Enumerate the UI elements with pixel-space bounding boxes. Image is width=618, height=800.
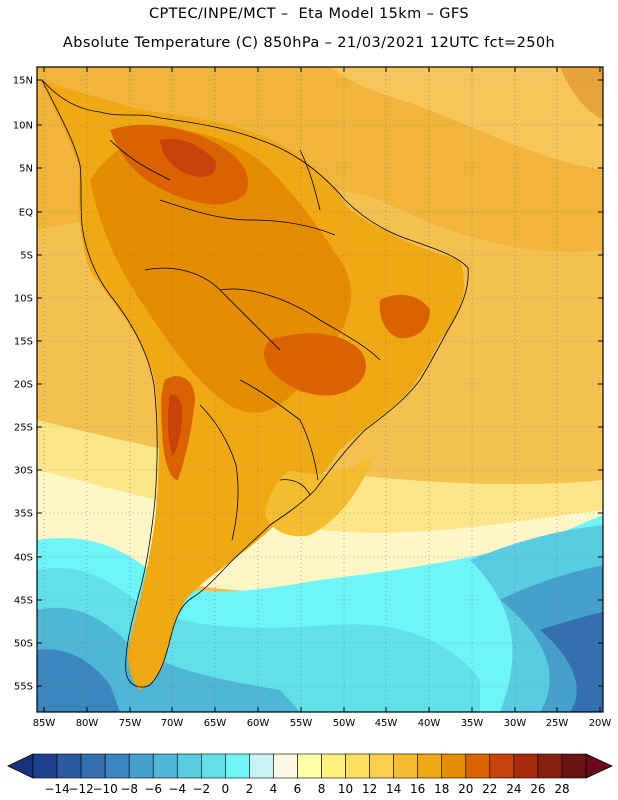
colorbar-label: −10 bbox=[92, 782, 117, 796]
lon-label: 40W bbox=[418, 718, 441, 729]
colorbar-label: 16 bbox=[410, 782, 425, 796]
colorbar-cell bbox=[537, 753, 563, 779]
colorbar-label: 28 bbox=[554, 782, 569, 796]
colorbar-cell bbox=[489, 753, 515, 779]
colorbar-label: 10 bbox=[338, 782, 353, 796]
colorbar-label: −4 bbox=[168, 782, 186, 796]
country-borders bbox=[41, 79, 469, 688]
map-title-line1: CPTEC/INPE/MCT – Eta Model 15km – GFS bbox=[148, 6, 470, 22]
lat-label: 15N bbox=[13, 76, 33, 87]
lon-label: 80W bbox=[76, 718, 99, 729]
colorbar-label: 26 bbox=[530, 782, 545, 796]
lat-label: 35S bbox=[14, 509, 33, 520]
colorbar-cell bbox=[465, 753, 491, 779]
lat-label: 50S bbox=[14, 639, 33, 650]
lon-label: 35W bbox=[461, 718, 484, 729]
lon-label: 55W bbox=[290, 718, 313, 729]
colorbar-cell bbox=[56, 753, 82, 779]
longitude-labels: 85W 80W 75W 70W 65W 60W 55W 50W 45W 40W 35W 30W 25W 2… bbox=[33, 718, 612, 729]
colorbar-cell bbox=[80, 753, 106, 779]
lat-label: 10N bbox=[13, 121, 33, 132]
map-title-line2: Absolute Temperature (C) 850hPa – 21/03/… bbox=[62, 35, 556, 51]
lat-label: 20S bbox=[14, 380, 33, 391]
colorbar-label: 6 bbox=[294, 782, 302, 796]
colorbar-label: 24 bbox=[506, 782, 521, 796]
colorbar-label: −14 bbox=[44, 782, 69, 796]
lon-label: 45W bbox=[375, 718, 398, 729]
latitude-labels: 15N 10N 5N EQ 5S 10S 15S 20S 25S 30S 35S 40S 45S 50S 5… bbox=[13, 76, 33, 693]
lat-label: EQ bbox=[19, 208, 33, 219]
colorbar-label: −6 bbox=[144, 782, 162, 796]
colorbar-cell bbox=[297, 753, 322, 779]
colorbar-label: 20 bbox=[458, 782, 473, 796]
colorbar-cell bbox=[393, 753, 418, 779]
temperature-field bbox=[37, 67, 603, 712]
lat-label: 5S bbox=[20, 251, 33, 262]
lon-label: 50W bbox=[333, 718, 356, 729]
lat-label: 25S bbox=[14, 423, 33, 434]
lat-label: 15S bbox=[14, 337, 33, 348]
colorbar-label: 8 bbox=[318, 782, 326, 796]
lon-label: 65W bbox=[204, 718, 227, 729]
lat-label: 5N bbox=[19, 164, 33, 175]
colorbar-cell bbox=[417, 753, 443, 779]
colorbar-cell bbox=[561, 753, 587, 779]
lat-label: 30S bbox=[14, 466, 33, 477]
colorbar-label: 22 bbox=[482, 782, 497, 796]
lat-label: 40S bbox=[14, 553, 33, 564]
colorbar-cells bbox=[7, 753, 613, 779]
lat-label: 45S bbox=[14, 596, 33, 607]
colorbar-cell bbox=[249, 753, 274, 779]
colorbar-cell bbox=[152, 753, 178, 779]
colorbar-cell bbox=[104, 753, 130, 779]
colorbar-cell bbox=[225, 753, 250, 779]
colorbar-cell bbox=[32, 753, 58, 779]
colorbar-cell bbox=[345, 753, 370, 779]
lat-label: 55S bbox=[14, 682, 33, 693]
colorbar-label: 14 bbox=[386, 782, 401, 796]
lon-label: 20W bbox=[589, 718, 612, 729]
lon-label: 75W bbox=[119, 718, 142, 729]
colorbar-cell bbox=[201, 753, 226, 779]
colorbar-cell bbox=[369, 753, 394, 779]
map-frame bbox=[36, 66, 604, 713]
colorbar-cell bbox=[176, 753, 202, 779]
colorbar-cell bbox=[513, 753, 539, 779]
colorbar-cell bbox=[128, 753, 154, 779]
lat-label: 10S bbox=[14, 294, 33, 305]
colorbar-label: 12 bbox=[362, 782, 377, 796]
lon-label: 60W bbox=[247, 718, 270, 729]
colorbar-cell bbox=[321, 753, 346, 779]
lon-label: 25W bbox=[546, 718, 569, 729]
colorbar-label: 2 bbox=[246, 782, 254, 796]
colorbar-cell bbox=[441, 753, 467, 779]
lon-label: 70W bbox=[161, 718, 184, 729]
colorbar-label: 4 bbox=[270, 782, 278, 796]
colorbar-label: 18 bbox=[434, 782, 449, 796]
colorbar-cell bbox=[273, 753, 298, 779]
colorbar-label: −8 bbox=[120, 782, 138, 796]
lon-label: 85W bbox=[33, 718, 56, 729]
colorbar-label: −2 bbox=[192, 782, 210, 796]
axis-ticks bbox=[37, 67, 603, 712]
colorbar-label: 0 bbox=[222, 782, 230, 796]
colorbar-over-arrow bbox=[585, 753, 613, 779]
lon-label: 30W bbox=[504, 718, 527, 729]
colorbar-labels: −14−12−10 −8 −6 −4 −2 0 2 4 6 8 10 12 14 16 18 20 22 24 26… bbox=[44, 782, 569, 796]
colorbar-label: −12 bbox=[68, 782, 93, 796]
colorbar-under-arrow bbox=[7, 753, 34, 779]
